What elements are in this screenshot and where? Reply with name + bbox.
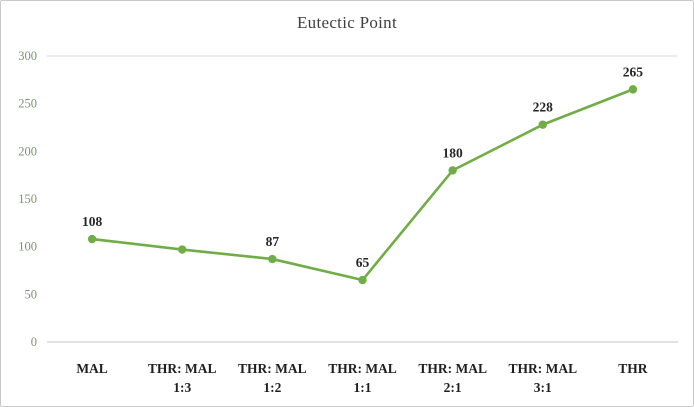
data-point bbox=[538, 120, 547, 129]
chart-title: Eutectic Point bbox=[296, 13, 398, 32]
x-tick-label: 1:3 bbox=[173, 380, 191, 395]
y-tick-label: 50 bbox=[25, 287, 38, 301]
y-tick-label: 0 bbox=[31, 335, 37, 349]
x-tick-label: MAL bbox=[76, 361, 108, 376]
y-tick-label: 150 bbox=[18, 192, 37, 206]
data-point bbox=[448, 166, 457, 175]
x-tick-label: THR: MAL bbox=[328, 361, 397, 376]
data-point bbox=[358, 275, 367, 285]
x-tick-label: THR bbox=[618, 361, 648, 376]
data-label: 180 bbox=[443, 145, 464, 160]
data-label: 228 bbox=[533, 100, 554, 115]
x-tick-label: THR: MAL bbox=[148, 361, 217, 376]
data-point bbox=[268, 254, 277, 264]
x-tick-label: 1:1 bbox=[354, 380, 372, 395]
x-tick-label: 3:1 bbox=[534, 380, 552, 395]
x-tick-label: THR: MAL bbox=[418, 361, 487, 376]
y-tick-label: 250 bbox=[18, 97, 37, 111]
data-label: 265 bbox=[623, 64, 644, 79]
x-tick-label: 2:1 bbox=[444, 380, 462, 395]
data-point bbox=[87, 234, 97, 244]
data-label: 65 bbox=[356, 255, 370, 270]
y-tick-label: 100 bbox=[18, 240, 37, 254]
data-line bbox=[91, 88, 634, 282]
x-tick-label: THR: MAL bbox=[508, 361, 577, 376]
data-point bbox=[628, 85, 638, 94]
data-point bbox=[178, 245, 187, 254]
data-label: 108 bbox=[82, 214, 103, 229]
y-tick-label: 300 bbox=[18, 49, 37, 63]
data-label: 87 bbox=[266, 234, 280, 249]
x-tick-label: 1:2 bbox=[263, 380, 281, 395]
y-tick-label: 200 bbox=[18, 144, 37, 158]
x-tick-label: THR: MAL bbox=[238, 361, 307, 376]
